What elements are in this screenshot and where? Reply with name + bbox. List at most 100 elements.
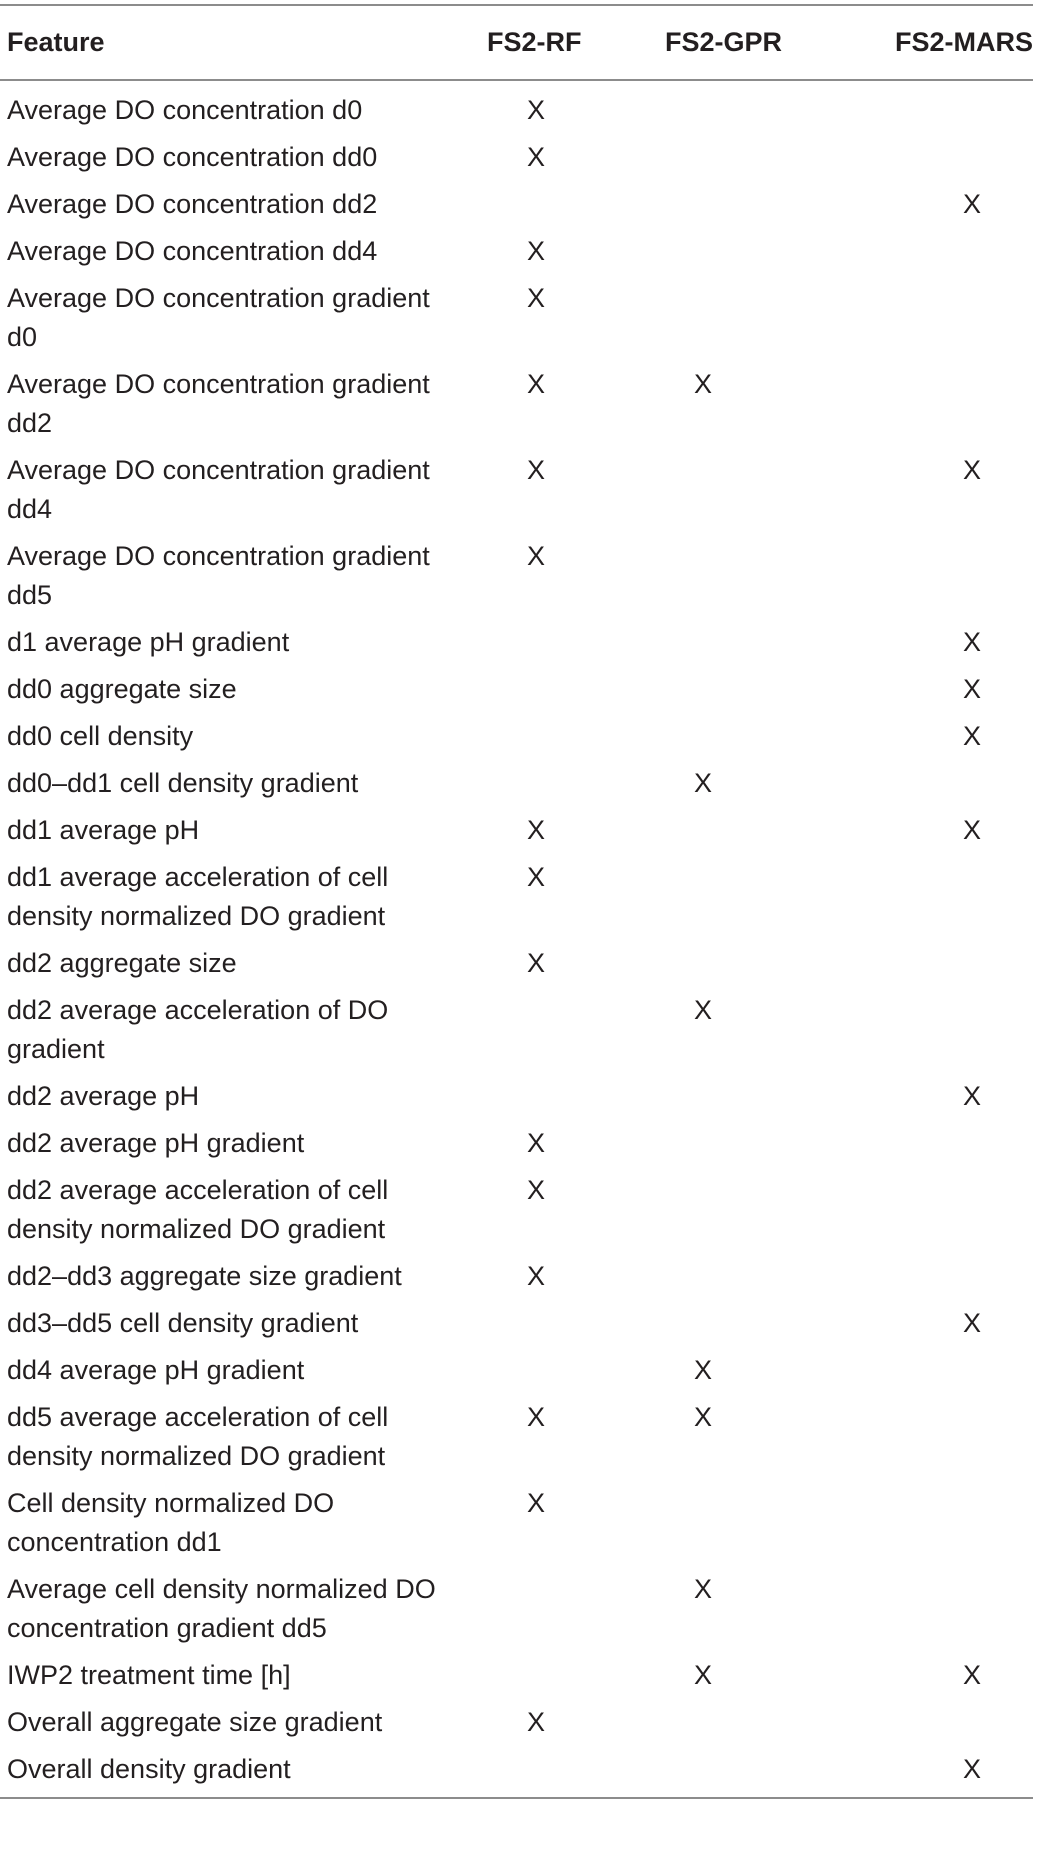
fs2-rf-mark-cell: X	[527, 541, 546, 571]
fs2-mars-mark-cell: X	[963, 627, 982, 657]
fs2-gpr-mark-cell: X	[694, 995, 713, 1025]
feature-cell: Average cell density normalized DO conce…	[7, 1574, 436, 1643]
fs2-gpr-mark-cell	[605, 447, 810, 533]
table-row: dd2 average pH X	[0, 1073, 1033, 1120]
fs2-mars-mark-cell	[810, 228, 1033, 275]
feature-cell: Overall aggregate size gradient	[7, 1707, 383, 1737]
fs2-rf-mark-cell: X	[527, 948, 546, 978]
fs2-gpr-mark-cell	[605, 1746, 810, 1798]
fs2-mars-mark-cell	[810, 80, 1033, 134]
feature-cell: dd2 aggregate size	[7, 948, 237, 978]
fs2-rf-mark-cell: X	[527, 1707, 546, 1737]
fs2-gpr-mark-cell	[605, 181, 810, 228]
table-row: dd2 average acceleration of DO gradient X	[0, 987, 1033, 1073]
fs2-rf-mark-cell: X	[527, 236, 546, 266]
fs2-mars-mark-cell: X	[963, 815, 982, 845]
feature-cell: Average DO concentration dd2	[7, 189, 378, 219]
table-row: Cell density normalized DO concentration…	[0, 1480, 1033, 1566]
header-row: Feature FS2-RF FS2-GPR FS2-MARS	[0, 5, 1033, 80]
table-body: Average DO concentration d0 X Average DO c…	[0, 80, 1033, 1798]
fs2-gpr-mark-cell	[605, 1300, 810, 1347]
fs2-rf-mark-cell	[470, 181, 605, 228]
feature-cell: Average DO concentration gradient d0	[7, 283, 430, 352]
table-row: Average DO concentration gradient d0 X	[0, 275, 1033, 361]
feature-cell: dd5 average acceleration of cell density…	[7, 1402, 389, 1471]
fs2-mars-mark-cell	[810, 533, 1033, 619]
fs2-gpr-mark-cell	[605, 228, 810, 275]
table-row: Average DO concentration gradient dd5 X	[0, 533, 1033, 619]
fs2-gpr-mark-cell	[605, 666, 810, 713]
table-row: IWP2 treatment time [h] X X	[0, 1652, 1033, 1699]
feature-cell: dd2–dd3 aggregate size gradient	[7, 1261, 402, 1291]
fs2-mars-mark-cell: X	[963, 1081, 982, 1111]
table-row: Overall aggregate size gradient X	[0, 1699, 1033, 1746]
feature-cell: Average DO concentration gradient dd2	[7, 369, 430, 438]
column-header-fs2-rf: FS2-RF	[487, 27, 582, 57]
fs2-rf-mark-cell	[470, 987, 605, 1073]
feature-cell: dd4 average pH gradient	[7, 1355, 305, 1385]
table-row: dd2 aggregate size X	[0, 940, 1033, 987]
table-row: dd0 aggregate size X	[0, 666, 1033, 713]
fs2-rf-mark-cell: X	[527, 455, 546, 485]
feature-cell: dd2 average pH	[7, 1081, 200, 1111]
fs2-rf-mark-cell: X	[527, 1488, 546, 1518]
fs2-gpr-mark-cell	[605, 940, 810, 987]
fs2-rf-mark-cell: X	[527, 95, 546, 125]
table-row: dd2 average acceleration of cell density…	[0, 1167, 1033, 1253]
fs2-rf-mark-cell	[470, 1073, 605, 1120]
fs2-mars-mark-cell: X	[963, 1754, 982, 1784]
fs2-mars-mark-cell: X	[963, 1660, 982, 1690]
fs2-rf-mark-cell: X	[527, 142, 546, 172]
feature-cell: dd2 average acceleration of DO gradient	[7, 995, 389, 1064]
fs2-mars-mark-cell	[810, 1699, 1033, 1746]
fs2-gpr-mark-cell	[605, 533, 810, 619]
fs2-rf-mark-cell: X	[527, 369, 546, 399]
fs2-mars-mark-cell	[810, 1480, 1033, 1566]
table-row: dd2 average pH gradient X	[0, 1120, 1033, 1167]
fs2-gpr-mark-cell	[605, 80, 810, 134]
feature-cell: Cell density normalized DO concentration…	[7, 1488, 335, 1557]
fs2-rf-mark-cell: X	[527, 815, 546, 845]
feature-cell: dd3–dd5 cell density gradient	[7, 1308, 359, 1338]
column-header-fs2-mars: FS2-MARS	[894, 27, 1033, 57]
feature-cell: dd2 average pH gradient	[7, 1128, 305, 1158]
fs2-rf-mark-cell	[470, 1300, 605, 1347]
fs2-mars-mark-cell	[810, 1120, 1033, 1167]
fs2-mars-mark-cell: X	[963, 1308, 982, 1338]
column-header-feature: Feature	[7, 27, 105, 57]
fs2-gpr-mark-cell	[605, 1167, 810, 1253]
table-row: Average DO concentration gradient dd2 X X	[0, 361, 1033, 447]
feature-cell: Average DO concentration dd0	[7, 142, 378, 172]
fs2-mars-mark-cell	[810, 1253, 1033, 1300]
fs2-mars-mark-cell: X	[963, 674, 982, 704]
fs2-mars-mark-cell	[810, 987, 1033, 1073]
fs2-rf-mark-cell	[470, 1652, 605, 1699]
fs2-rf-mark-cell: X	[527, 1175, 546, 1205]
fs2-rf-mark-cell: X	[527, 1402, 546, 1432]
feature-cell: Overall density gradient	[7, 1754, 291, 1784]
fs2-rf-mark-cell	[470, 619, 605, 666]
fs2-mars-mark-cell: X	[963, 721, 982, 751]
table-row: d1 average pH gradient X	[0, 619, 1033, 666]
fs2-mars-mark-cell	[810, 1347, 1033, 1394]
fs2-gpr-mark-cell	[605, 275, 810, 361]
table-row: dd2–dd3 aggregate size gradient X	[0, 1253, 1033, 1300]
fs2-mars-mark-cell	[810, 134, 1033, 181]
table-row: dd0–dd1 cell density gradient X	[0, 760, 1033, 807]
fs2-rf-mark-cell	[470, 1746, 605, 1798]
fs2-rf-mark-cell	[470, 1566, 605, 1652]
table-row: Average DO concentration d0 X	[0, 80, 1033, 134]
table-row: dd0 cell density X	[0, 713, 1033, 760]
feature-cell: Average DO concentration gradient dd5	[7, 541, 430, 610]
feature-cell: Average DO concentration d0	[7, 95, 363, 125]
feature-cell: d1 average pH gradient	[7, 627, 290, 657]
fs2-gpr-mark-cell	[605, 134, 810, 181]
fs2-gpr-mark-cell: X	[694, 1355, 713, 1385]
table-row: Average DO concentration gradient dd4 X X	[0, 447, 1033, 533]
feature-cell: IWP2 treatment time [h]	[7, 1660, 291, 1690]
feature-cell: dd2 average acceleration of cell density…	[7, 1175, 389, 1244]
fs2-mars-mark-cell: X	[963, 189, 982, 219]
fs2-gpr-mark-cell	[605, 1120, 810, 1167]
table-row: Average DO concentration dd2 X	[0, 181, 1033, 228]
fs2-gpr-mark-cell: X	[694, 369, 713, 399]
